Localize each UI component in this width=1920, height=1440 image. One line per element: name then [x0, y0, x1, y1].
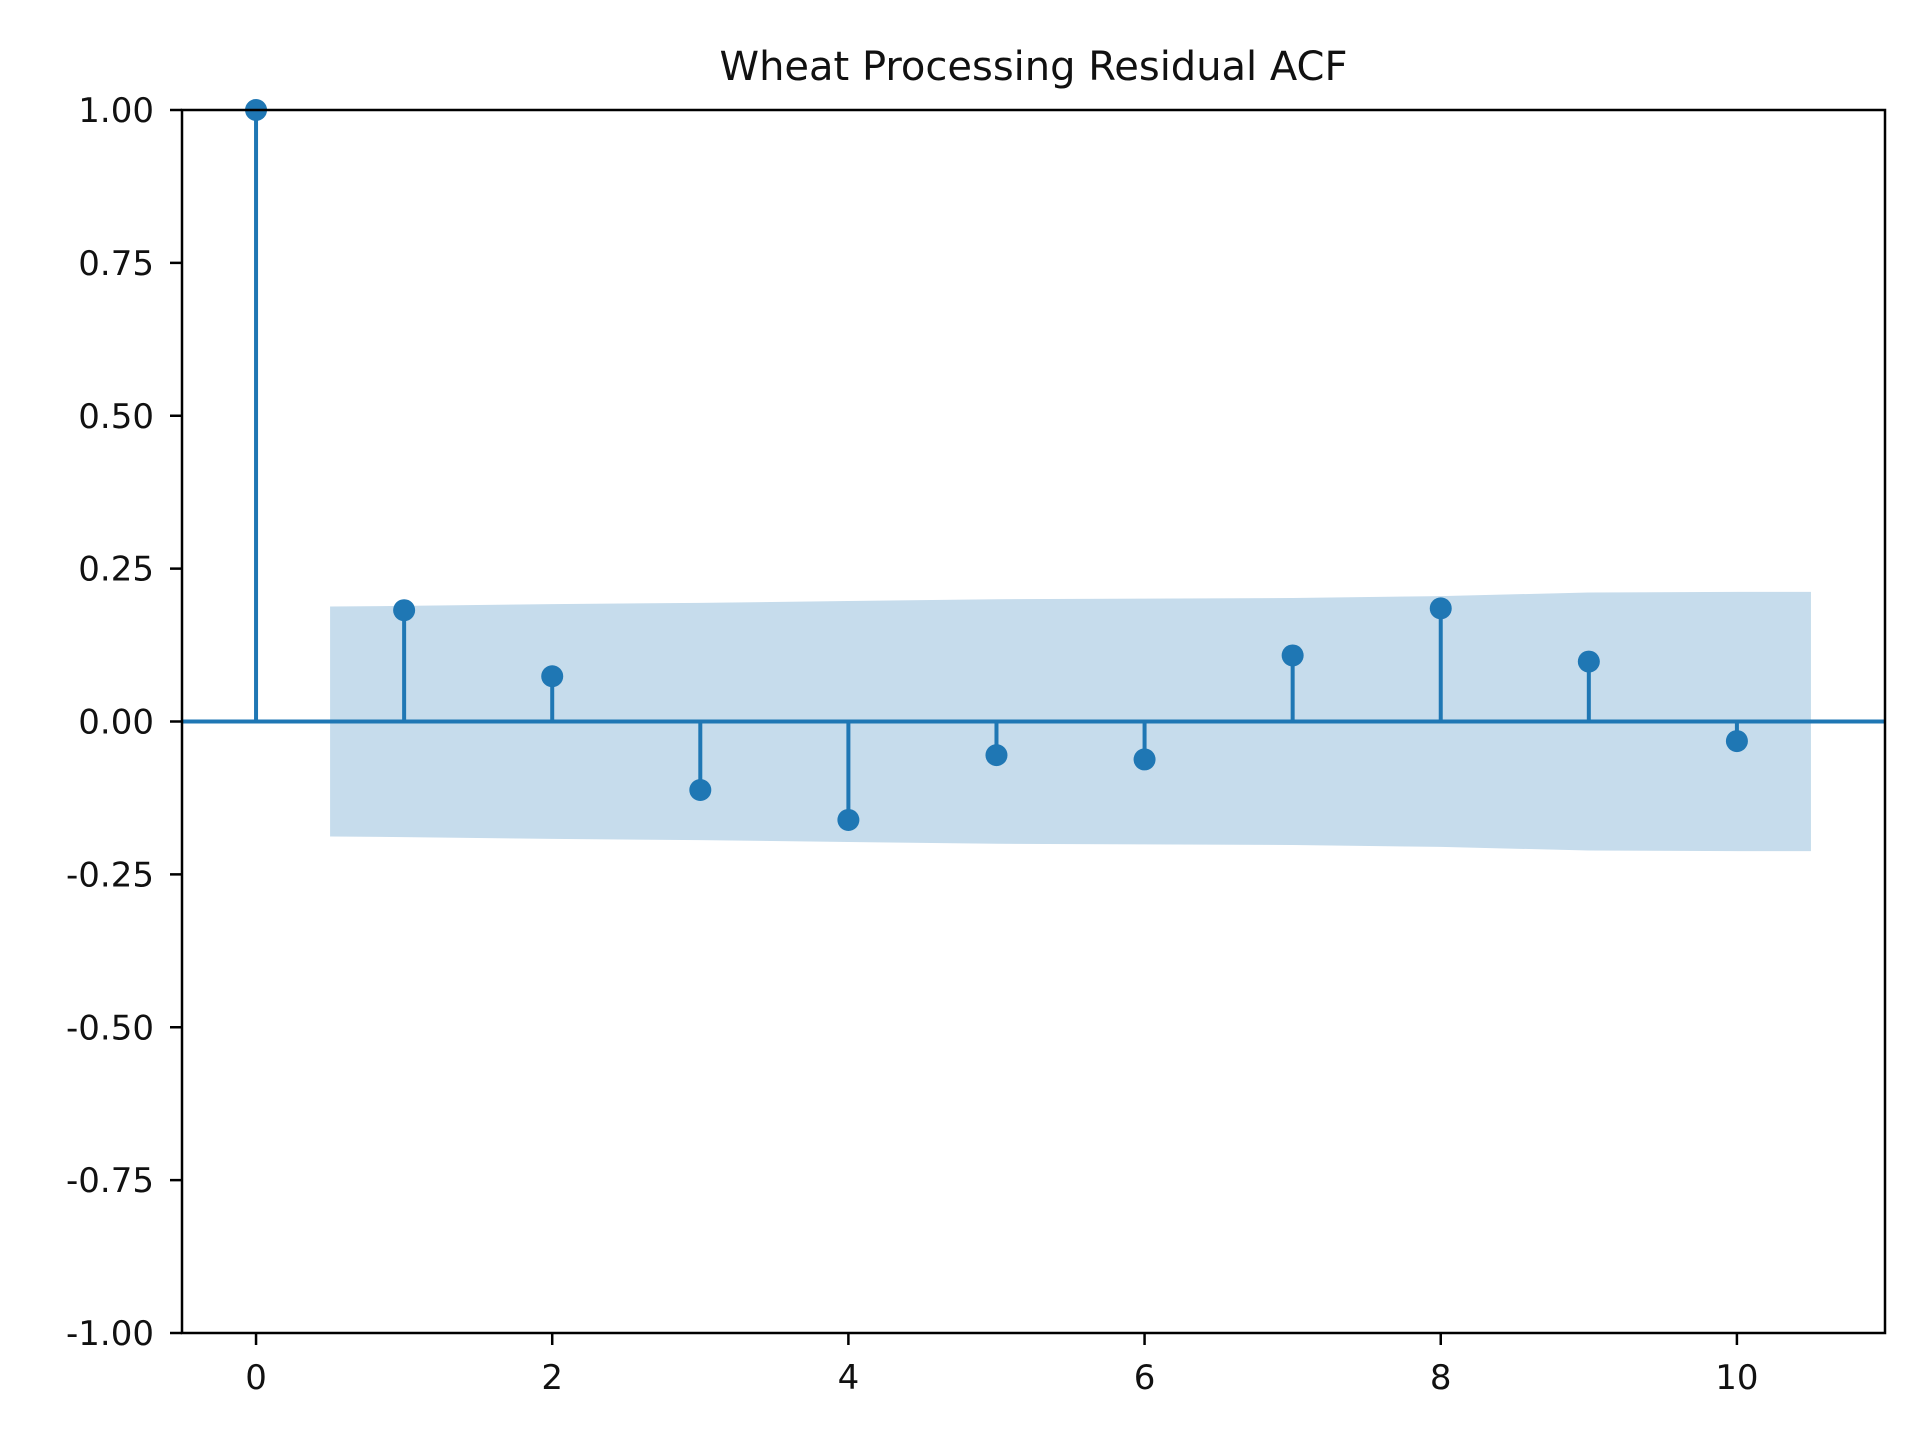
acf-point-lag-1 — [393, 599, 416, 622]
y-tick-label-7: -0.75 — [66, 1161, 154, 1201]
acf-point-lag-10 — [1725, 730, 1748, 753]
x-tick-label-0: 0 — [245, 1358, 267, 1398]
x-tick-label-4: 4 — [838, 1358, 860, 1398]
y-tick-label-4: 0.00 — [78, 703, 154, 743]
y-tick-label-8: -1.00 — [66, 1314, 154, 1354]
acf-point-lag-9 — [1577, 650, 1600, 673]
acf-point-lag-4 — [837, 808, 860, 831]
acf-point-lag-2 — [541, 665, 564, 688]
x-tick-label-10: 10 — [1715, 1358, 1758, 1398]
acf-point-lag-7 — [1281, 644, 1304, 667]
y-tick-label-1: 0.75 — [78, 244, 154, 284]
x-tick-label-2: 2 — [541, 1358, 563, 1398]
x-tick-label-8: 8 — [1430, 1358, 1452, 1398]
acf-point-lag-8 — [1429, 597, 1452, 620]
x-tick-label-6: 6 — [1134, 1358, 1156, 1398]
acf-point-lag-5 — [985, 744, 1008, 767]
chart-title: Wheat Processing Residual ACF — [720, 44, 1348, 90]
y-tick-label-0: 1.00 — [78, 91, 154, 131]
tick-layer: 0 2 4 6 8 10 1.00 0.75 0.50 0.25 0.00 -0.25 -0.50 -0.… — [66, 91, 1759, 1398]
y-tick-label-5: -0.25 — [66, 855, 154, 895]
y-tick-label-3: 0.25 — [78, 550, 154, 590]
y-tick-label-6: -0.50 — [66, 1008, 154, 1048]
acf-point-lag-6 — [1133, 748, 1156, 771]
acf-point-lag-3 — [689, 778, 712, 801]
y-tick-label-2: 0.50 — [78, 397, 154, 437]
